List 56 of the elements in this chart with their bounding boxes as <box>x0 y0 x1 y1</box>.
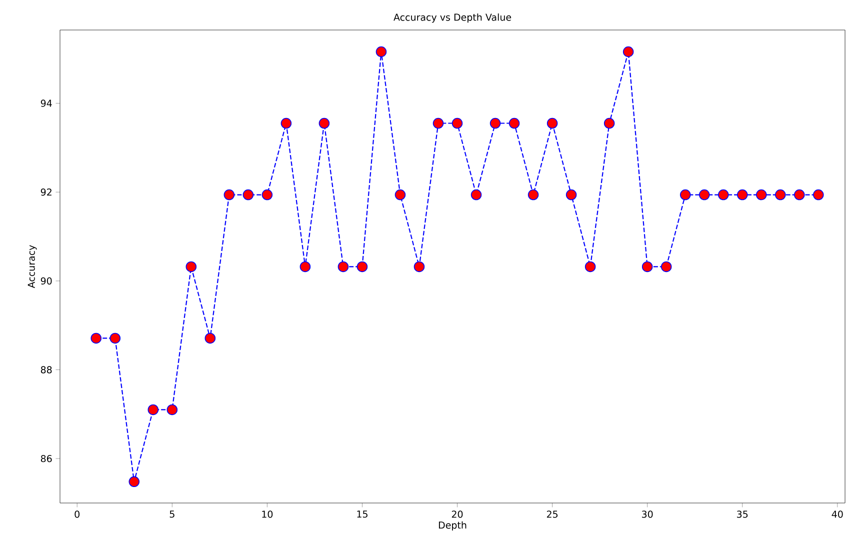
point <box>186 261 197 272</box>
x-tick-label: 25 <box>546 510 558 518</box>
point <box>262 189 273 200</box>
point <box>718 189 729 200</box>
point <box>794 189 805 200</box>
point <box>318 118 330 129</box>
point <box>775 189 786 200</box>
point <box>414 261 425 272</box>
point <box>490 118 501 129</box>
x-tick-label: 20 <box>452 510 463 518</box>
point <box>166 404 178 416</box>
x-tick-label: 15 <box>357 510 368 518</box>
point <box>376 46 387 58</box>
point <box>546 118 558 129</box>
x-tick-label: 30 <box>642 510 653 518</box>
x-tick-label: 10 <box>262 510 273 518</box>
y-tick-label: 92 <box>40 188 52 196</box>
x-tick-label: 40 <box>832 510 843 518</box>
point <box>394 189 406 200</box>
point <box>584 261 596 272</box>
point <box>642 261 653 272</box>
point <box>204 332 216 344</box>
point <box>508 118 520 129</box>
point <box>622 46 634 58</box>
point <box>756 189 767 200</box>
x-tick-label: 0 <box>74 510 80 518</box>
x-axis-title: Depth <box>438 521 466 531</box>
point <box>338 261 349 272</box>
point <box>148 404 159 416</box>
x-tick-label: 5 <box>170 510 174 518</box>
x-tick-label: 35 <box>737 510 748 518</box>
point <box>300 261 311 272</box>
point <box>356 261 368 272</box>
point <box>110 332 121 344</box>
point <box>432 118 444 129</box>
point <box>224 189 235 200</box>
y-tick-label: 86 <box>40 454 52 462</box>
point <box>242 189 254 200</box>
point <box>698 189 710 200</box>
point <box>90 332 102 344</box>
y-tick-label: 88 <box>40 366 52 374</box>
point <box>660 261 672 272</box>
point <box>566 189 577 200</box>
y-axis-title: Accuracy <box>28 245 37 288</box>
point <box>736 189 748 200</box>
point <box>452 118 463 129</box>
point <box>128 476 140 488</box>
point <box>680 189 691 200</box>
point <box>528 189 539 200</box>
chart-title: Accuracy vs Depth Value <box>394 13 512 23</box>
point <box>470 189 482 200</box>
y-tick-label: 94 <box>40 100 52 107</box>
point <box>280 118 292 129</box>
y-tick-label: 90 <box>40 277 52 285</box>
point <box>813 189 824 200</box>
point <box>604 118 615 129</box>
